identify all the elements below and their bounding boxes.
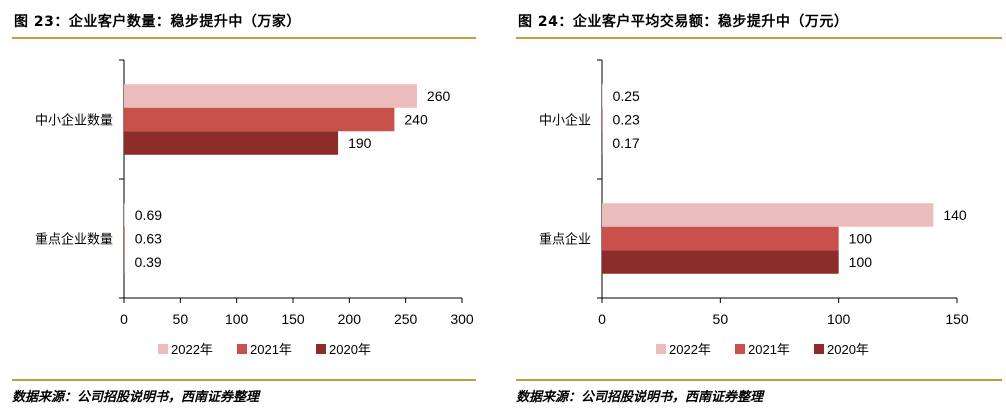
chart-title: 图 24：企业客户平均交易额：稳步提升中（万元） bbox=[518, 14, 849, 30]
x-tick-label: 0 bbox=[120, 311, 128, 327]
data-label: 100 bbox=[849, 254, 873, 270]
data-label: 140 bbox=[943, 207, 967, 223]
source-note: 数据来源：公司招股说明书，西南证券整理 bbox=[12, 390, 260, 405]
bar bbox=[124, 107, 395, 132]
data-label: 0.25 bbox=[613, 88, 640, 104]
bar bbox=[602, 84, 603, 108]
data-label: 100 bbox=[849, 231, 873, 247]
legend-swatch bbox=[814, 344, 824, 354]
data-label: 0.17 bbox=[612, 135, 639, 151]
x-tick-label: 250 bbox=[394, 311, 418, 327]
legend-swatch bbox=[237, 344, 247, 354]
data-label: 0.39 bbox=[134, 254, 161, 270]
title-rule bbox=[516, 37, 1002, 39]
bar bbox=[602, 250, 839, 274]
footer-rule bbox=[12, 379, 476, 381]
bar bbox=[602, 226, 839, 251]
chart-title: 图 23：企业客户数量：稳步提升中（万家） bbox=[14, 14, 301, 30]
legend-label: 2020年 bbox=[329, 342, 371, 357]
legend-swatch bbox=[158, 344, 168, 354]
source-note: 数据来源：公司招股说明书，西南证券整理 bbox=[516, 390, 764, 405]
legend-label: 2021年 bbox=[748, 342, 790, 357]
bar bbox=[602, 203, 934, 227]
x-tick-label: 0 bbox=[598, 311, 606, 327]
bar bbox=[602, 107, 603, 132]
legend-label: 2020年 bbox=[827, 342, 869, 357]
data-label: 0.69 bbox=[135, 207, 162, 223]
bar bbox=[124, 84, 417, 108]
x-tick-label: 300 bbox=[450, 311, 474, 327]
x-tick-label: 100 bbox=[827, 311, 851, 327]
category-label: 中小企业数量 bbox=[35, 113, 113, 128]
bar bbox=[124, 226, 125, 251]
bar bbox=[124, 203, 125, 227]
legend-swatch bbox=[656, 344, 666, 354]
x-tick-label: 100 bbox=[225, 311, 249, 327]
legend-label: 2021年 bbox=[250, 342, 292, 357]
title-rule bbox=[12, 37, 476, 39]
data-label: 260 bbox=[427, 88, 451, 104]
x-tick-label: 200 bbox=[338, 311, 362, 327]
data-label: 190 bbox=[348, 135, 372, 151]
x-tick-label: 150 bbox=[281, 311, 305, 327]
data-label: 240 bbox=[404, 112, 428, 128]
legend-swatch bbox=[316, 344, 326, 354]
data-label: 0.63 bbox=[135, 231, 162, 247]
x-tick-label: 150 bbox=[945, 311, 969, 327]
chart-plot: 0 50 100 150 中小企业 0.25 0.23 0.17 重点企业 140 100 100 20… bbox=[539, 59, 969, 357]
legend-label: 2022年 bbox=[669, 342, 711, 357]
bar bbox=[124, 131, 339, 155]
x-tick-label: 50 bbox=[713, 311, 729, 327]
category-label: 中小企业 bbox=[539, 113, 591, 128]
chart-plot: 0 50 100 150 200 250 300 中小企业数量 260 240 190 重点企业数量 0… bbox=[35, 59, 474, 357]
category-label: 重点企业数量 bbox=[35, 232, 113, 247]
legend-label: 2022年 bbox=[171, 342, 213, 357]
category-label: 重点企业 bbox=[539, 232, 591, 247]
footer-rule bbox=[516, 379, 1002, 381]
x-tick-label: 50 bbox=[173, 311, 189, 327]
data-label: 0.23 bbox=[613, 112, 640, 128]
chart-panel-left: 图 23：企业客户数量：稳步提升中（万家） 0 50 100 150 200 250 300… bbox=[0, 0, 488, 411]
legend-swatch bbox=[735, 344, 745, 354]
chart-panel-right: 图 24：企业客户平均交易额：稳步提升中（万元） 0 50 100 150 中小企业 0.… bbox=[514, 0, 1006, 411]
